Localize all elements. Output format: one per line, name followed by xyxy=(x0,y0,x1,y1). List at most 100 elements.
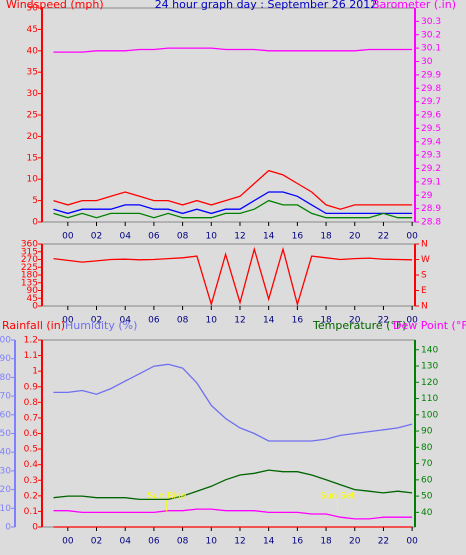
x-tick-label: 08 xyxy=(177,537,189,547)
y2-tick-label: 140 xyxy=(421,345,438,355)
y2-tick-label: 29.2 xyxy=(421,164,441,174)
y-tick-label: 180 xyxy=(21,271,38,281)
x-tick-label: 12 xyxy=(234,316,245,326)
y3-tick-label: 90 xyxy=(0,354,11,364)
y3-tick-label: 0 xyxy=(5,523,11,533)
annotation: Sun Set xyxy=(320,492,355,502)
y-tick-label: 225 xyxy=(21,263,38,273)
y2-tick-label: 130 xyxy=(421,362,438,372)
x-tick-label: 12 xyxy=(234,232,245,242)
y2-axis-label: Barometer (.in) xyxy=(372,0,456,11)
x-tick-label: 14 xyxy=(263,232,275,242)
series-line xyxy=(53,246,413,307)
chart-title: 24 hour graph day : September 26 2012 xyxy=(155,0,378,11)
y3-tick-label: 70 xyxy=(0,392,11,402)
y-tick-label: 30 xyxy=(27,89,39,99)
y-tick-label: 315 xyxy=(21,247,38,257)
y2-tick-label: 30.2 xyxy=(421,30,441,40)
y-tick-label: 135 xyxy=(21,278,38,288)
y-tick-label: 40 xyxy=(27,46,39,56)
y-tick-label: 1 xyxy=(32,367,38,377)
legend-entry: Temperature (°F) xyxy=(312,319,407,332)
x-tick-label: 16 xyxy=(292,232,304,242)
y2-tick-label: 120 xyxy=(421,378,438,388)
series-line xyxy=(53,363,413,442)
y3-tick-label: 100 xyxy=(0,336,11,346)
y-tick-label: 360 xyxy=(21,240,38,250)
y-tick-label: 0 xyxy=(32,218,38,228)
y3-tick-label: 40 xyxy=(0,448,11,458)
plot-area xyxy=(41,243,416,307)
y-tick-label: 0.4 xyxy=(24,460,39,470)
x-tick-label: 02 xyxy=(91,232,102,242)
y2-tick-label: 60 xyxy=(421,475,433,485)
x-tick-label: 20 xyxy=(349,537,361,547)
y-tick-label: 0.3 xyxy=(24,476,38,486)
y-tick-label: 0 xyxy=(32,302,38,312)
y2-tick-label: 30.1 xyxy=(421,44,441,54)
y2-tick-label: 29.3 xyxy=(421,151,441,161)
y2-tick-label: N xyxy=(421,240,428,250)
y2-tick-label: 29.9 xyxy=(421,70,441,80)
y-axis-label: Windspeed (mph) xyxy=(6,0,104,11)
y-tick-label: 0.8 xyxy=(24,398,39,408)
y3-tick-label: 30 xyxy=(0,466,11,476)
y2-tick-label: 30.3 xyxy=(421,17,441,27)
y3-tick-label: 20 xyxy=(0,485,11,495)
series-line xyxy=(53,469,413,501)
x-tick-label: 14 xyxy=(263,537,275,547)
y3-tick-label: 50 xyxy=(0,429,11,439)
x-tick-label: 10 xyxy=(206,537,218,547)
y-tick-label: 90 xyxy=(27,286,39,296)
x-tick-label: 04 xyxy=(119,316,131,326)
series-line xyxy=(53,47,413,53)
x-tick-label: 22 xyxy=(378,232,389,242)
x-tick-label: 06 xyxy=(148,537,160,547)
y2-tick-label: 29.6 xyxy=(421,111,441,121)
x-tick-label: 08 xyxy=(177,232,189,242)
y2-tick-label: 29.8 xyxy=(421,84,441,94)
legend-entry: Dew Point (°F) xyxy=(393,319,466,332)
x-tick-label: 22 xyxy=(378,316,389,326)
legend-entry: Humidity (%) xyxy=(65,319,137,332)
plot-area xyxy=(41,7,416,223)
x-tick-label: 04 xyxy=(119,232,131,242)
x-tick-label: 18 xyxy=(320,537,332,547)
y2-tick-label: 28.9 xyxy=(421,204,441,214)
annotation: Sun Rise xyxy=(147,492,186,502)
y-tick-label: 10 xyxy=(27,175,39,185)
y2-tick-label: 28.8 xyxy=(421,218,441,228)
series-line xyxy=(53,199,413,219)
y2-tick-label: W xyxy=(421,255,430,265)
y-tick-label: 20 xyxy=(27,132,39,142)
y2-tick-label: 29 xyxy=(421,191,433,201)
x-tick-label: 02 xyxy=(91,316,102,326)
x-tick-label: 04 xyxy=(119,537,131,547)
y2-tick-label: S xyxy=(421,271,427,281)
y2-tick-label: 80 xyxy=(421,443,433,453)
x-tick-label: 14 xyxy=(263,316,275,326)
y2-tick-label: 90 xyxy=(421,427,433,437)
x-tick-label: 20 xyxy=(349,232,361,242)
y-tick-label: 0.7 xyxy=(24,413,38,423)
x-tick-label: 06 xyxy=(148,316,160,326)
x-tick-label: 18 xyxy=(320,316,332,326)
x-tick-label: 12 xyxy=(234,537,245,547)
x-tick-label: 10 xyxy=(206,232,218,242)
x-tick-label: 00 xyxy=(62,537,74,547)
series-line xyxy=(53,169,413,210)
y-tick-label: 0 xyxy=(32,523,38,533)
y-tick-label: 45 xyxy=(27,25,38,35)
y2-tick-label: 110 xyxy=(421,394,438,404)
x-tick-label: 00 xyxy=(406,232,418,242)
y2-tick-label: 70 xyxy=(421,459,433,469)
x-tick-label: 10 xyxy=(206,316,218,326)
y-tick-label: 50 xyxy=(27,4,39,14)
series-line xyxy=(53,508,413,520)
y-tick-label: 0.6 xyxy=(24,429,39,439)
x-tick-label: 00 xyxy=(62,316,74,326)
y-tick-label: 45 xyxy=(27,294,38,304)
x-tick-label: 00 xyxy=(62,232,74,242)
y2-tick-label: 40 xyxy=(421,508,433,518)
y2-tick-label: 29.7 xyxy=(421,97,441,107)
